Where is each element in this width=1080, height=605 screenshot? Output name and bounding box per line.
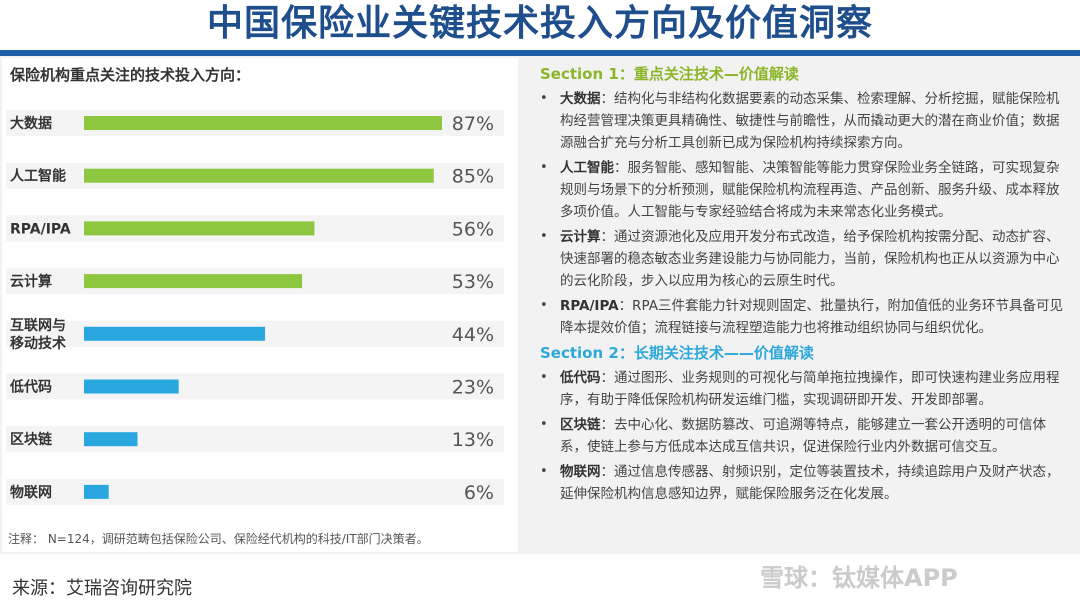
section1-heading: Section 1：重点关注技术—价值解读 bbox=[540, 65, 799, 83]
insight-panel: Section 1：重点关注技术—价值解读 • 大数据：结构化与非结构化数据要素的… bbox=[528, 58, 1076, 552]
bar bbox=[84, 432, 138, 447]
bullet-item: • 人工智能：服务智能、感知智能、决策智能等能力贯穿保险业务全链路，可实现复杂规则… bbox=[540, 157, 1070, 223]
bar bbox=[84, 274, 303, 289]
item-name: 大数据 bbox=[560, 91, 601, 107]
category-label: 区块链 bbox=[10, 431, 53, 448]
bullet-dot-icon: • bbox=[540, 229, 548, 244]
item-name: 低代码 bbox=[560, 370, 601, 386]
bar bbox=[84, 484, 109, 499]
value-label: 44% bbox=[452, 324, 494, 346]
source-note: 来源：艾瑞咨询研究院 bbox=[12, 578, 192, 599]
bullet-dot-icon: • bbox=[540, 417, 548, 432]
bullet-item: • 低代码：通过图形、业务规则的可视化与简单拖拉拽操作，即可快速构建业务应用程序，… bbox=[540, 367, 1070, 411]
bullet-item: • 区块链：去中心化、数据防篡改、可追溯等特点，能够建立一套公开透明的可信体系，使… bbox=[540, 414, 1070, 458]
bar bbox=[84, 379, 179, 394]
bullet-dot-icon: • bbox=[540, 160, 548, 175]
category-label: 人工智能 bbox=[10, 168, 66, 185]
item-name: 人工智能 bbox=[560, 160, 614, 176]
item-name: 云计算 bbox=[560, 229, 601, 245]
item-name: RPA/IPA bbox=[560, 298, 619, 314]
bar bbox=[84, 168, 434, 183]
footnote: 注释： N=124，调研范畴包括保险公司、保险经代机构的科技/IT部门决策者。 bbox=[8, 532, 429, 546]
item-name: 区块链 bbox=[560, 417, 601, 433]
bullet-dot-icon: • bbox=[540, 91, 548, 106]
section2-heading: Section 2：长期关注技术——价值解读 bbox=[540, 344, 814, 362]
bullet-item: • 物联网：通过信息传感器、射频识别，定位等装置技术，持续追踪用户及财产状态，延伸… bbox=[540, 461, 1070, 505]
item-text: ：结构化与非结构化数据要素的动态采集、检索理解、分析挖掘，赋能保险机构经营管理决… bbox=[560, 91, 1060, 151]
value-label: 53% bbox=[452, 271, 494, 293]
bar-chart: 大数据 87% 人工智能 85% RPA/IPA 56% 云计算 53% 互联网与移动技术 44%… bbox=[6, 110, 504, 505]
item-text: ：通过信息传感器、射频识别，定位等装置技术，持续追踪用户及财产状态，延伸保险机构… bbox=[560, 464, 1060, 502]
bar bbox=[84, 326, 266, 341]
page-title: 中国保险业关键技术投入方向及价值洞察 bbox=[0, 2, 1080, 46]
item-text: ：通过资源池化及应用开发分布式改造，给予保险机构按需分配、动态扩容、快速部署的稳… bbox=[560, 229, 1060, 289]
title-rule bbox=[0, 50, 1080, 56]
item-text: ：服务智能、感知智能、决策智能等能力贯穿保险业务全链路，可实现复杂规则与场景下的… bbox=[560, 160, 1060, 220]
value-label: 87% bbox=[452, 113, 494, 135]
value-label: 6% bbox=[464, 482, 494, 504]
category-label: 大数据 bbox=[10, 115, 52, 132]
bullet-dot-icon: • bbox=[540, 370, 548, 385]
bar bbox=[84, 116, 442, 130]
chart-heading: 保险机构重点关注的技术投入方向： bbox=[10, 66, 251, 84]
bullet-dot-icon: • bbox=[540, 298, 548, 313]
category-label: 互联网与移动技术 bbox=[10, 318, 66, 352]
category-label: 云计算 bbox=[10, 273, 52, 290]
section1-list: • 大数据：结构化与非结构化数据要素的动态采集、检索理解、分析挖掘，赋能保险机构经… bbox=[528, 88, 1076, 339]
watermark: 雪球：钛媒体APP bbox=[760, 564, 958, 592]
bar bbox=[84, 221, 315, 236]
category-label: RPA/IPA bbox=[10, 221, 71, 237]
item-text: ：RPA三件套能力针对规则固定、批量执行，附加值低的业务环节具备可见降本提效价值… bbox=[560, 298, 1063, 336]
bullet-item: • RPA/IPA：RPA三件套能力针对规则固定、批量执行，附加值低的业务环节具备… bbox=[540, 295, 1070, 339]
bullet-item: • 大数据：结构化与非结构化数据要素的动态采集、检索理解、分析挖掘，赋能保险机构经… bbox=[540, 88, 1070, 154]
value-label: 13% bbox=[452, 429, 494, 451]
section2-list: • 低代码：通过图形、业务规则的可视化与简单拖拉拽操作，即可快速构建业务应用程序，… bbox=[528, 367, 1076, 505]
category-label: 低代码 bbox=[9, 379, 52, 396]
bar-track bbox=[6, 426, 504, 453]
bar-track bbox=[6, 478, 504, 505]
value-label: 85% bbox=[452, 166, 494, 188]
category-label: 物联网 bbox=[10, 484, 52, 501]
item-text: ：通过图形、业务规则的可视化与简单拖拉拽操作，即可快速构建业务应用程序，有助于降… bbox=[560, 370, 1060, 408]
bar-track bbox=[6, 373, 504, 400]
item-text: ：去中心化、数据防篡改、可追溯等特点，能够建立一套公开透明的可信体系，使链上参与… bbox=[560, 417, 1046, 455]
value-label: 23% bbox=[452, 377, 494, 399]
value-label: 56% bbox=[452, 218, 494, 240]
bullet-dot-icon: • bbox=[540, 464, 548, 479]
chart-panel bbox=[2, 58, 518, 552]
item-name: 物联网 bbox=[560, 464, 601, 480]
bullet-item: • 云计算：通过资源池化及应用开发分布式改造，给予保险机构按需分配、动态扩容、快速… bbox=[540, 226, 1070, 292]
